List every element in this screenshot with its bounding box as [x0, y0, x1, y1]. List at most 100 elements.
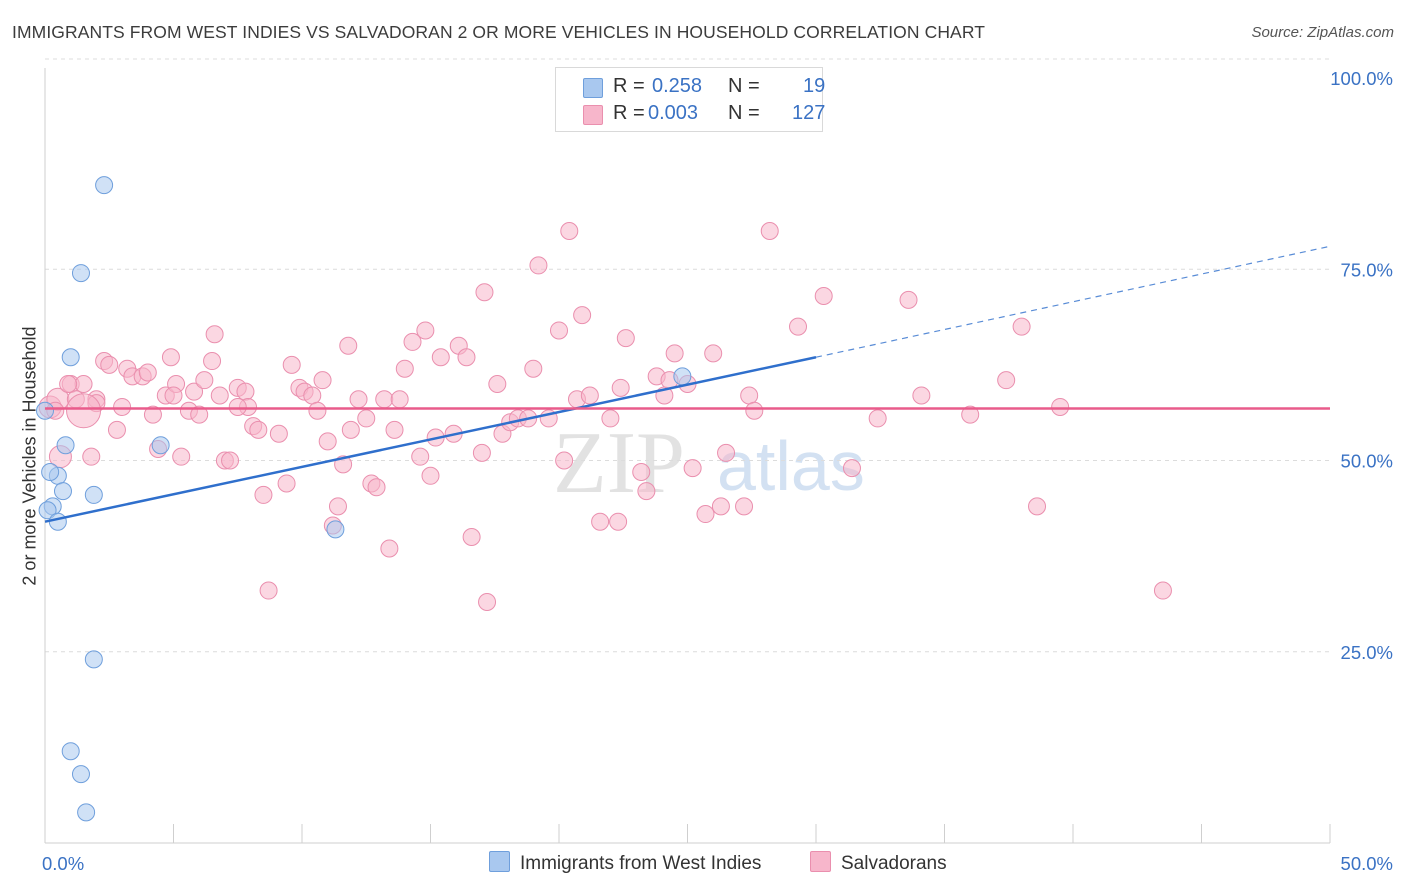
- data-point-salvadorans: [318, 432, 337, 451]
- data-point-salvadorans: [416, 321, 435, 340]
- data-point-salvadorans: [789, 317, 808, 336]
- data-point-salvadorans: [190, 405, 209, 424]
- data-point-west-indies: [38, 501, 57, 520]
- legend-n-label: N =: [728, 102, 760, 124]
- data-point-salvadorans: [488, 375, 507, 393]
- data-point-salvadorans: [842, 459, 861, 478]
- data-point-salvadorans: [82, 447, 101, 466]
- data-point-salvadorans: [457, 348, 476, 367]
- data-point-salvadorans: [113, 397, 132, 416]
- data-point-salvadorans: [665, 344, 684, 363]
- legend-item-west-indies: Immigrants from West Indies: [489, 851, 761, 875]
- data-point-salvadorans: [637, 482, 656, 501]
- data-point-west-indies: [151, 436, 170, 455]
- data-point-west-indies: [48, 512, 67, 531]
- tick-labels: 25.0% 50.0% 75.0% 100.0% 0.0% 50.0%: [42, 68, 1393, 874]
- data-point-salvadorans: [580, 386, 599, 405]
- data-point-salvadorans: [735, 497, 754, 516]
- legend-r-label: R =: [613, 75, 645, 97]
- data-point-salvadorans: [632, 462, 651, 481]
- watermark-zip: ZIP: [553, 415, 685, 512]
- data-point-west-indies: [673, 367, 692, 386]
- data-point-salvadorans: [814, 287, 833, 306]
- data-point-salvadorans: [868, 409, 887, 428]
- data-point-west-indies: [84, 485, 103, 504]
- data-point-salvadorans: [74, 375, 93, 393]
- data-points: [36, 176, 1172, 822]
- data-point-west-indies: [53, 482, 72, 501]
- data-point-salvadorans: [385, 420, 404, 439]
- data-point-salvadorans: [740, 386, 759, 405]
- data-point-salvadorans: [403, 332, 422, 351]
- data-point-salvadorans: [704, 344, 723, 363]
- data-point-west-indies: [95, 176, 114, 195]
- data-point-salvadorans: [529, 256, 548, 275]
- data-point-salvadorans: [203, 352, 222, 371]
- data-point-salvadorans: [339, 336, 358, 355]
- data-point-west-indies: [36, 401, 54, 420]
- watermark: ZIP atlas: [553, 415, 865, 512]
- y-tick-label: 50.0%: [1341, 451, 1393, 472]
- data-point-salvadorans: [210, 386, 229, 405]
- y-tick-label: 100.0%: [1330, 68, 1393, 89]
- data-point-salvadorans: [308, 401, 327, 420]
- legend-swatch-salvadorans: [810, 851, 831, 872]
- data-point-salvadorans: [328, 497, 347, 516]
- legend-n-value: 127: [792, 102, 826, 124]
- data-point-salvadorans: [143, 405, 162, 424]
- data-point-salvadorans: [138, 363, 157, 382]
- watermark-atlas: atlas: [717, 427, 865, 505]
- data-point-salvadorans: [59, 375, 78, 393]
- grid-lines: [45, 58, 1330, 653]
- data-point-salvadorans: [205, 325, 224, 344]
- data-point-salvadorans: [616, 329, 635, 348]
- data-point-salvadorans: [475, 283, 494, 302]
- data-point-west-indies: [56, 436, 75, 455]
- legend-n-value: 19: [803, 75, 826, 97]
- data-point-salvadorans: [228, 397, 247, 416]
- data-point-salvadorans: [760, 222, 779, 240]
- data-point-salvadorans: [472, 443, 491, 462]
- data-point-west-indies: [61, 348, 80, 367]
- data-point-salvadorans: [380, 539, 399, 558]
- stats-legend-row-west-indies: R = 0.258 N = 19: [556, 74, 826, 102]
- data-point-salvadorans: [560, 222, 579, 240]
- data-point-salvadorans: [269, 424, 288, 443]
- data-point-salvadorans: [745, 401, 764, 420]
- y-axis-label: 2 or more Vehicles in Household: [19, 326, 40, 586]
- data-point-salvadorans: [221, 451, 240, 470]
- legend-swatch-salvadorans: [583, 105, 603, 125]
- data-point-salvadorans: [254, 485, 273, 504]
- trend-line-west-indies: [44, 356, 817, 523]
- data-point-salvadorans: [195, 371, 214, 390]
- data-point-salvadorans: [107, 420, 126, 439]
- stats-legend: R = 0.258 N = 19 R = 0.003 N = 127: [555, 67, 826, 132]
- data-point-salvadorans: [100, 355, 119, 374]
- data-point-salvadorans: [357, 409, 376, 428]
- chart-source: Source: ZipAtlas.com: [1251, 24, 1394, 41]
- data-point-salvadorans: [555, 451, 574, 470]
- legend-label-west-indies: Immigrants from West Indies: [520, 853, 762, 874]
- data-point-salvadorans: [899, 290, 918, 309]
- stats-legend-row-salvadorans: R = 0.003 N = 127: [556, 101, 826, 129]
- data-point-salvadorans: [696, 505, 715, 524]
- data-point-salvadorans: [573, 306, 592, 325]
- data-point-west-indies: [326, 520, 345, 539]
- data-point-salvadorans: [421, 466, 440, 485]
- x-tick-label: 50.0%: [1341, 853, 1393, 874]
- y-tick-label: 75.0%: [1341, 259, 1393, 280]
- data-point-salvadorans: [259, 581, 278, 600]
- data-point-west-indies: [71, 765, 90, 784]
- data-point-salvadorans: [185, 382, 204, 401]
- data-point-salvadorans: [611, 378, 630, 397]
- data-point-salvadorans: [164, 386, 183, 405]
- data-point-salvadorans: [912, 386, 931, 405]
- legend-label-salvadorans: Salvadorans: [841, 853, 947, 874]
- data-point-salvadorans: [524, 359, 543, 378]
- data-point-salvadorans: [683, 459, 702, 478]
- data-point-salvadorans: [236, 382, 255, 401]
- legend-n-label: N =: [728, 75, 760, 97]
- data-point-salvadorans: [997, 371, 1016, 390]
- data-point-salvadorans: [161, 348, 180, 367]
